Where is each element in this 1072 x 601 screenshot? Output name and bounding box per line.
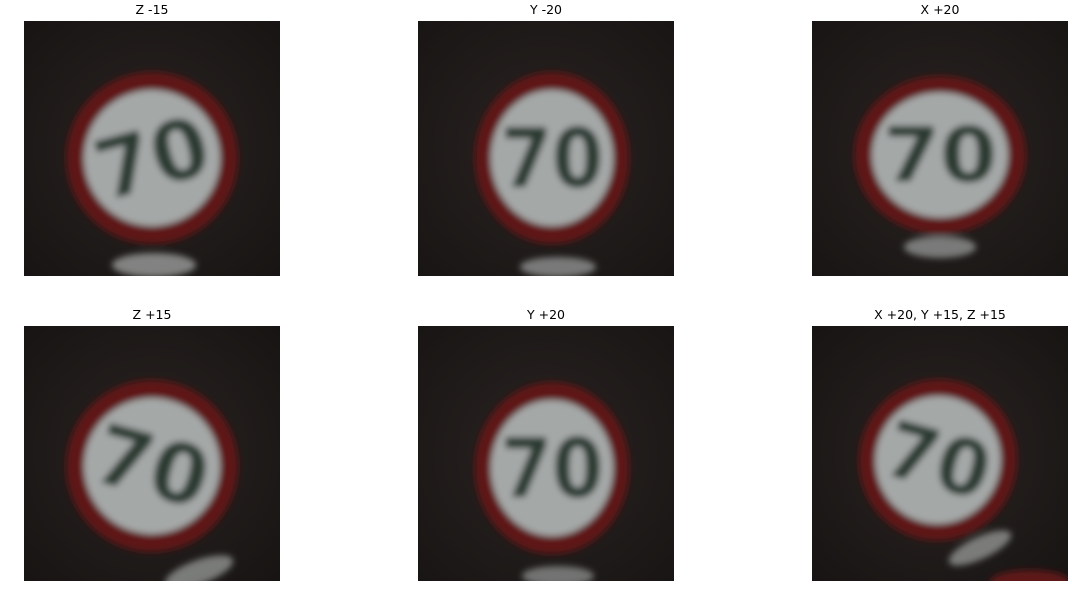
panel-title: X +20, Y +15, Z +15: [874, 307, 1006, 322]
speed-limit-sign-image: 70: [418, 21, 674, 276]
panel-combined-rotation: X +20, Y +15, Z +15 70: [812, 305, 1068, 581]
panel-title: Y +20: [527, 307, 565, 322]
sign-image: 70: [812, 326, 1068, 581]
speed-limit-sign-image: 70: [24, 21, 280, 276]
panel-title: Z -15: [135, 2, 169, 17]
sign-digits: 70: [501, 422, 604, 517]
sign-image: 70: [24, 326, 280, 581]
sign-image: 70: [24, 21, 280, 276]
speed-limit-sign-image: 70: [24, 326, 280, 581]
sign-digits: 70: [883, 112, 997, 200]
sign-image: 70: [418, 21, 674, 276]
sign-digits: 70: [501, 112, 604, 207]
panel-title: Z +15: [132, 307, 172, 322]
sign-image: 70: [812, 21, 1068, 276]
panel-x-plus-20: X +20 70: [812, 0, 1068, 276]
panel-y-minus-20: Y -20 70: [418, 0, 674, 276]
panel-title: Y -20: [529, 2, 563, 17]
panel-y-plus-20: Y +20 70: [418, 305, 674, 581]
speed-limit-sign-image: 70: [812, 21, 1068, 276]
speed-limit-sign-image: 70: [812, 326, 1068, 581]
sign-image: 70: [418, 326, 674, 581]
panel-z-minus-15: Z -15 70: [24, 0, 280, 276]
speed-limit-sign-image: 70: [418, 326, 674, 581]
panel-z-plus-15: Z +15 70: [24, 305, 280, 581]
panel-title: X +20: [920, 2, 960, 17]
